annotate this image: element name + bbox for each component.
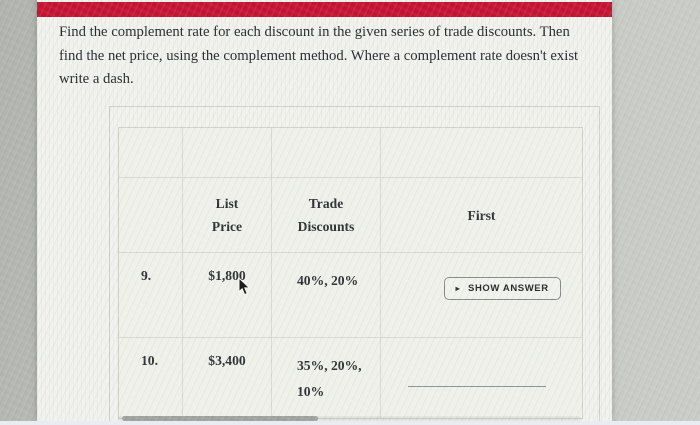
- answer-blank-line: [408, 386, 546, 387]
- instructions-line: find the net price, using the complement…: [59, 47, 579, 64]
- glare-strip: [0, 421, 700, 425]
- trade-discounts-line: 35%, 20%,: [297, 358, 362, 373]
- header-line: First: [467, 207, 496, 223]
- red-accent-bar: [37, 2, 612, 17]
- play-icon: ►: [454, 283, 463, 293]
- trade-discounts-line: 40%, 20%: [297, 273, 359, 288]
- answer-cell: [381, 338, 582, 418]
- list-price-value: $1,800: [183, 253, 272, 338]
- header-line: Price: [211, 219, 243, 234]
- table-spacer-cell: [183, 128, 272, 178]
- table-header-trade-discounts: Trade Discounts: [272, 178, 381, 253]
- table-header-empty: [119, 178, 183, 253]
- trade-discounts-value: 40%, 20%: [272, 253, 381, 338]
- mouse-cursor-icon: [238, 278, 251, 296]
- discounts-table: List Price Trade Discounts First 9. $1,8…: [118, 127, 583, 419]
- table-spacer-cell: [119, 128, 183, 178]
- problem-number: 10.: [119, 338, 183, 418]
- instructions-line: write a dash.: [59, 71, 134, 87]
- trade-discounts-line: 10%: [297, 384, 325, 399]
- header-line: List: [215, 196, 239, 211]
- table-spacer-cell: [272, 128, 381, 178]
- table-header-list-price: List Price: [183, 178, 272, 253]
- problem-number: 9.: [119, 253, 183, 338]
- instructions-line: Find the complement rate for each discou…: [59, 24, 570, 40]
- header-line: Trade: [308, 196, 344, 211]
- horizontal-scrollbar-thumb[interactable]: [122, 416, 318, 421]
- header-line: Discounts: [297, 219, 355, 234]
- show-answer-label: SHOW ANSWER: [468, 283, 549, 294]
- show-answer-button[interactable]: ► SHOW ANSWER: [444, 277, 561, 300]
- horizontal-scrollbar-track[interactable]: [118, 416, 581, 421]
- table-header-first: First: [381, 178, 582, 253]
- answer-cell: ► SHOW ANSWER: [381, 253, 582, 338]
- table-spacer-cell: [381, 128, 582, 178]
- instructions-paragraph: Find the complement rate for each discou…: [59, 21, 604, 92]
- list-price-value: $3,400: [183, 338, 272, 418]
- worksheet-page: Find the complement rate for each discou…: [37, 0, 612, 422]
- trade-discounts-value: 35%, 20%, 10%: [272, 338, 381, 418]
